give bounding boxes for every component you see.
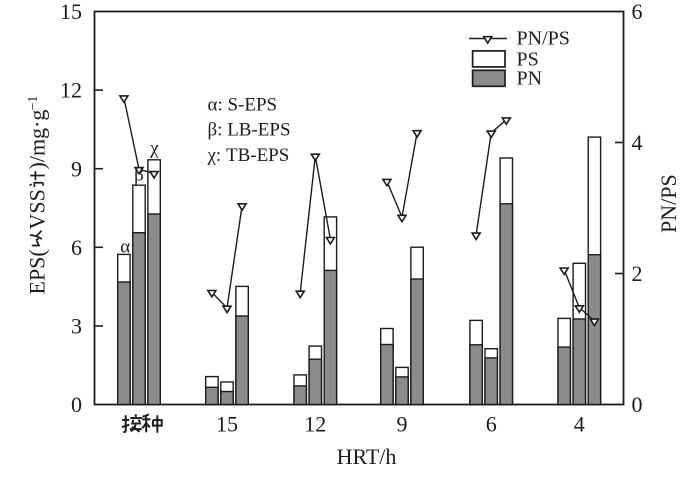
svg-text:PS: PS	[517, 48, 539, 70]
svg-text:12: 12	[60, 78, 82, 103]
svg-text:2: 2	[632, 261, 643, 286]
svg-text:12: 12	[304, 412, 326, 437]
svg-text:15: 15	[216, 412, 238, 437]
svg-text:3: 3	[71, 314, 82, 339]
svg-text:β: LB-EPS: β: LB-EPS	[208, 120, 291, 141]
svg-text:6: 6	[71, 235, 82, 260]
svg-text:−1: −1	[26, 96, 41, 111]
svg-text:α: α	[120, 237, 130, 258]
svg-text:β: β	[134, 165, 144, 186]
svg-text:χ: χ	[149, 138, 159, 159]
svg-text:9: 9	[71, 156, 82, 181]
svg-text:PN/PS: PN/PS	[656, 174, 681, 233]
svg-text:EPS(: EPS(	[25, 249, 50, 294]
svg-text:4: 4	[632, 130, 643, 155]
svg-text:6: 6	[486, 412, 497, 437]
svg-text:HRT/h: HRT/h	[337, 444, 397, 469]
svg-text:0: 0	[71, 392, 82, 417]
svg-text:6: 6	[632, 0, 643, 24]
svg-text:PN: PN	[517, 68, 543, 90]
svg-text:9: 9	[397, 412, 408, 437]
svg-text:4: 4	[574, 412, 585, 437]
svg-text:α: S-EPS: α: S-EPS	[208, 95, 278, 116]
svg-text:χ: TB-EPS: χ: TB-EPS	[207, 145, 290, 166]
svg-text:)/mg·g: )/mg·g	[25, 110, 50, 170]
svg-text:0: 0	[632, 392, 643, 417]
svg-text:VSS: VSS	[25, 189, 50, 229]
svg-text:PN/PS: PN/PS	[517, 28, 570, 50]
svg-text:15: 15	[60, 0, 82, 24]
